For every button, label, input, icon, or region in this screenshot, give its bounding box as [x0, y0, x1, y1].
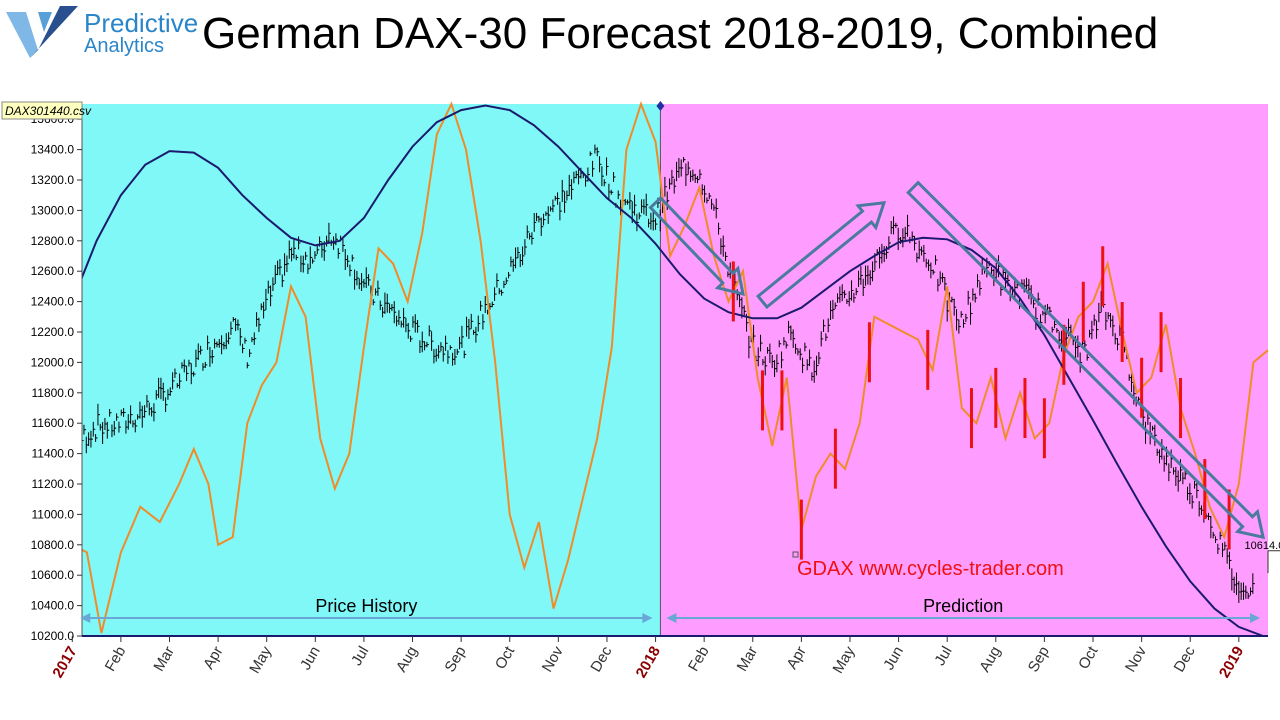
file-label: DAX301440.csv — [5, 104, 92, 118]
x-tick-label: Dec — [1171, 643, 1199, 675]
y-tick-label: 12400.0 — [31, 295, 75, 309]
trend-arrow — [755, 201, 887, 310]
x-tick-label: Nov — [1122, 643, 1150, 675]
y-tick-label: 12600.0 — [31, 264, 75, 278]
x-tick-label: Nov — [539, 643, 567, 675]
y-tick-label: 10200.0 — [31, 629, 75, 643]
x-tick-label: Apr — [200, 643, 226, 672]
logo-line1: Predictive — [84, 8, 199, 38]
prediction-region — [660, 104, 1268, 636]
signal-marker — [1159, 312, 1163, 373]
x-tick-label: Aug — [393, 644, 421, 676]
x-tick-label: Aug — [976, 643, 1004, 675]
region-backgrounds — [82, 101, 1268, 636]
x-tick-label: Apr — [783, 643, 809, 672]
x-tick-label: Sep — [442, 644, 470, 676]
signal-marker — [833, 428, 837, 489]
span-arrow-right-icon — [1250, 613, 1260, 623]
signal-marker — [1081, 281, 1085, 342]
x-tick-label: Mar — [734, 644, 762, 675]
signal-marker — [970, 388, 973, 449]
page-title: German DAX-30 Forecast 2018-2019, Combin… — [202, 9, 1159, 58]
watermark-text: GDAX www.cycles-trader.com — [797, 558, 1064, 580]
signal-marker — [926, 329, 930, 390]
y-axis-panel — [0, 104, 82, 676]
y-tick-label: 10600.0 — [31, 568, 75, 582]
last-value-label: 10614.00 — [1245, 540, 1280, 552]
y-tick-label: 11600.0 — [32, 416, 75, 430]
y-tick-label: 13200.0 — [31, 173, 75, 187]
x-tick-label: Jul — [348, 644, 372, 669]
y-tick-label: 12000.0 — [31, 355, 75, 369]
signal-marker — [994, 367, 998, 428]
file-label-box — [1, 101, 83, 120]
trend-arrow — [906, 180, 1266, 540]
y-tick-label: 13000.0 — [31, 203, 75, 217]
span-arrow-right-icon — [642, 613, 653, 623]
signal-marker — [1227, 489, 1231, 550]
x-tick-label: Oct — [492, 643, 519, 672]
history-region — [82, 104, 661, 636]
dax-chart: 13600.013400.013200.013000.012800.012600… — [0, 100, 1280, 681]
x-tick-label: Jun — [880, 644, 907, 673]
y-tick-label: 11800.0 — [32, 386, 75, 400]
x-tick-label: Oct — [1075, 643, 1102, 672]
signal-marker — [1101, 246, 1105, 307]
x-tick-label: May — [246, 643, 275, 676]
x-tick-label: Mar — [150, 644, 178, 675]
signal-marker — [867, 322, 871, 383]
x-tick-label: Feb — [102, 644, 130, 675]
y-tick-label: 10800.0 — [31, 538, 75, 552]
signal-marker — [1042, 398, 1046, 459]
region-label: Prediction — [923, 596, 1003, 616]
x-tick-label: Sep — [1025, 644, 1053, 676]
y-tick-label: 13400.0 — [31, 143, 75, 157]
y-tick-label: 11000.0 — [32, 507, 75, 521]
signal-marker — [780, 370, 784, 431]
y-tick-label: 11400.0 — [32, 447, 75, 461]
trend-arrows — [648, 180, 1266, 540]
signal-marker — [760, 370, 764, 431]
x-tick-label: 2019 — [1216, 644, 1247, 681]
x-tick-label: Jun — [297, 644, 324, 673]
span-arrow-left-icon — [666, 613, 677, 623]
split-marker-icon — [656, 101, 665, 111]
logo: Predictive Analytics — [4, 4, 200, 60]
y-tick-label: 12200.0 — [31, 325, 75, 339]
signal-marker — [1120, 302, 1124, 362]
signal-marker — [1140, 357, 1144, 418]
long-cycle-line — [71, 104, 1268, 637]
logo-line2: Analytics — [84, 35, 165, 57]
watermark-box-icon — [792, 551, 799, 558]
region-label: Price History — [315, 596, 417, 616]
y-tick-label: 11200.0 — [32, 477, 75, 491]
x-tick-label: Jul — [931, 644, 955, 669]
x-tick-label: 2018 — [633, 644, 664, 681]
x-tick-label: Dec — [587, 643, 615, 675]
signal-marker — [1023, 378, 1027, 438]
span-arrow-left-icon — [80, 613, 91, 623]
signal-marker — [1062, 324, 1066, 385]
x-tick-label: Feb — [685, 644, 713, 675]
x-tick-label: May — [830, 643, 859, 676]
signal-marker — [799, 499, 803, 560]
y-tick-label: 12800.0 — [31, 234, 75, 248]
y-tick-label: 10400.0 — [31, 599, 75, 613]
trend-arrow — [648, 195, 745, 297]
logo-mark-icon — [6, 6, 78, 58]
annotations: Price History Prediction GDAX www.cycles-t… — [80, 540, 1280, 623]
price-bars — [71, 144, 1255, 603]
signal-marker — [1179, 378, 1183, 438]
